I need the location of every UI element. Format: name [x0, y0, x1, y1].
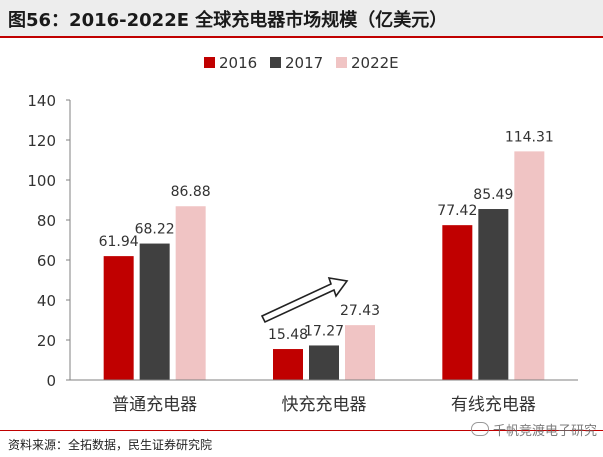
y-tick-label: 60 — [37, 252, 56, 270]
legend-swatch-2022E — [336, 57, 347, 68]
bar-2022E-0 — [175, 206, 206, 380]
data-label: 114.31 — [505, 129, 554, 145]
bar-2016-2 — [442, 225, 473, 380]
x-category-label: 有线充电器 — [451, 395, 536, 415]
footer-divider — [0, 430, 603, 431]
bar-2016-0 — [103, 256, 134, 380]
y-tick-label: 80 — [37, 212, 56, 230]
y-tick-label: 120 — [27, 132, 56, 150]
bar-chart: 2016 2017 2022E 0 20 40 60 80 100 120 140 61.9468… — [27, 54, 578, 415]
page-title: 图56：2016-2022E 全球充电器市场规模（亿美元） — [8, 10, 448, 31]
bar-2022E-2 — [514, 151, 545, 380]
bar-2017-1 — [309, 345, 339, 380]
source-note: 资料来源：全拓数据，民生证券研究院 — [8, 438, 213, 452]
data-label: 86.88 — [171, 184, 211, 200]
data-label: 61.94 — [99, 234, 139, 250]
title-bar: 图56：2016-2022E 全球充电器市场规模（亿美元） — [0, 0, 603, 38]
bar-2022E-1 — [345, 325, 375, 380]
x-axis: 普通充电器 快充充电器 有线充电器 — [70, 379, 578, 415]
y-tick-label: 40 — [37, 292, 56, 310]
y-tick-label: 100 — [27, 172, 56, 190]
data-label: 85.49 — [473, 187, 513, 203]
x-category-label: 普通充电器 — [112, 395, 197, 415]
legend-label-2022E: 2022E — [351, 54, 399, 72]
y-tick-label: 20 — [37, 332, 56, 350]
bar-2016-1 — [273, 349, 303, 380]
watermark: 千帆竞渡电子研究 — [470, 420, 597, 439]
data-label: 77.42 — [437, 203, 477, 219]
wechat-icon — [470, 422, 489, 436]
y-tick-label: 0 — [46, 372, 56, 390]
legend-swatch-2017 — [270, 57, 281, 68]
data-label: 27.43 — [340, 303, 380, 319]
growth-arrow-icon — [260, 276, 349, 324]
watermark-text: 千帆竞渡电子研究 — [492, 424, 597, 439]
legend-label-2017: 2017 — [285, 54, 323, 72]
data-label: 68.22 — [135, 222, 175, 238]
y-tick-label: 140 — [27, 92, 56, 110]
x-category-label: 快充充电器 — [282, 395, 367, 415]
y-axis: 0 20 40 60 80 100 120 140 — [27, 92, 71, 390]
legend-swatch-2016 — [204, 57, 215, 68]
bars — [103, 151, 545, 380]
legend-label-2016: 2016 — [219, 54, 257, 72]
data-label: 15.48 — [268, 327, 308, 343]
bar-2017-2 — [478, 209, 509, 380]
legend: 2016 2017 2022E — [204, 54, 399, 72]
bar-2017-0 — [139, 243, 170, 380]
data-label: 17.27 — [304, 323, 344, 339]
